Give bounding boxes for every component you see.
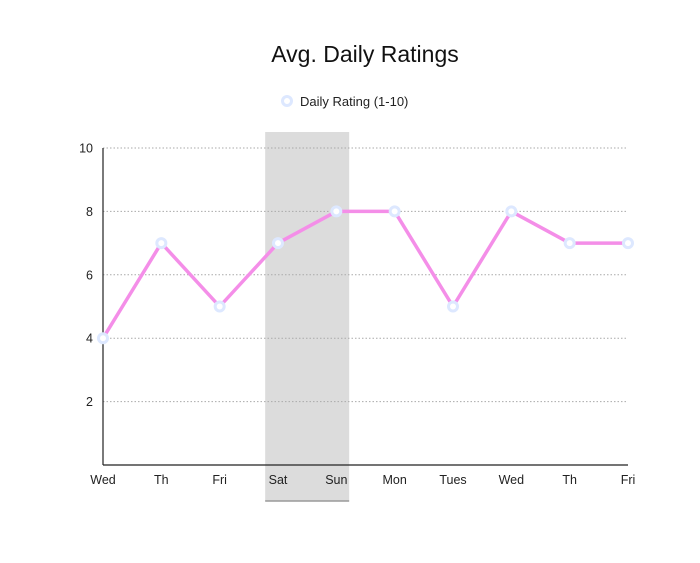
y-tick-label: 10 (79, 142, 93, 156)
series-layer (97, 205, 634, 345)
y-tick-label: 6 (86, 268, 93, 282)
y-tick-label: 4 (86, 332, 93, 346)
x-tick-label: Wed (90, 473, 116, 487)
x-tick-label: Th (154, 473, 169, 487)
data-point (213, 300, 226, 313)
data-point (97, 332, 109, 345)
data-point (155, 237, 168, 250)
series-line (101, 209, 630, 340)
data-point (388, 205, 401, 218)
data-point (447, 300, 459, 313)
x-tick-label: Sat (269, 473, 288, 487)
data-point (505, 205, 518, 218)
x-tick-label: Th (562, 473, 577, 487)
x-tick-label: Wed (499, 473, 525, 487)
legend: Daily Rating (1-10) (281, 94, 408, 109)
highlight-layer (265, 132, 350, 502)
data-point (622, 237, 634, 250)
data-point (563, 237, 576, 250)
y-tick-labels: 2 4 6 8 10 (79, 142, 93, 410)
axis-layer (102, 148, 628, 466)
y-tick-label: 2 (86, 395, 93, 409)
grid-layer (103, 147, 628, 403)
data-point (330, 205, 343, 218)
x-tick-labels: Wed Th Fri Sat Sun Mon Tues Wed Th Fri (90, 473, 635, 487)
x-tick-label: Sun (325, 473, 347, 487)
legend-label: Daily Rating (1-10) (300, 94, 408, 109)
data-point (272, 237, 284, 250)
chart-title: Avg. Daily Ratings (271, 41, 459, 67)
x-tick-label: Fri (621, 473, 636, 487)
legend-marker-icon (281, 95, 293, 107)
x-tick-label: Mon (383, 473, 407, 487)
weekend-highlight-band (265, 132, 350, 501)
x-tick-label: Tues (439, 473, 466, 487)
x-tick-label: Fri (212, 473, 227, 487)
y-tick-label: 8 (86, 205, 93, 219)
